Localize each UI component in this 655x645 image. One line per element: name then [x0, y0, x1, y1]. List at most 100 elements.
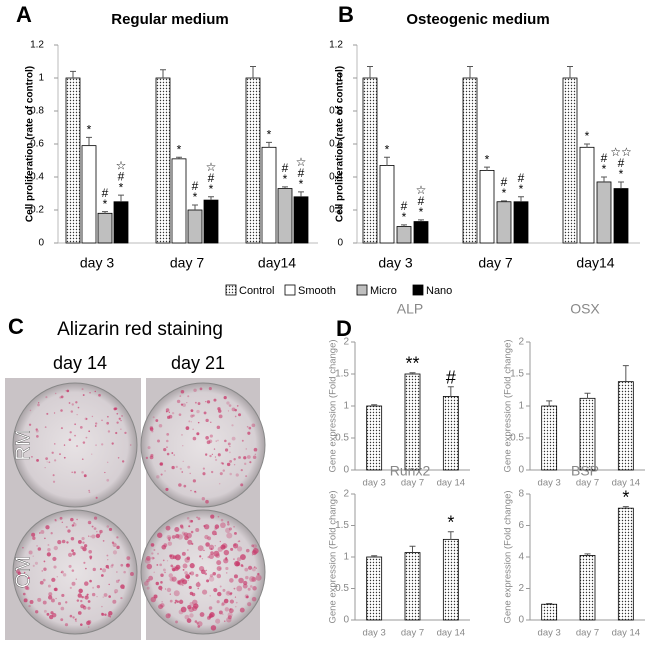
- stain-spot: [225, 566, 229, 571]
- stain-spot: [196, 621, 199, 625]
- stain-spot: [243, 580, 248, 586]
- x-tick-label: day 3: [80, 255, 114, 271]
- stain-spot: [236, 585, 243, 592]
- stain-spot: [228, 527, 232, 531]
- stain-spot: [91, 525, 94, 528]
- legend-label: Control: [239, 285, 274, 297]
- stain-spot: [234, 415, 237, 418]
- stain-spot: [216, 573, 222, 579]
- stain-spot: [238, 413, 242, 417]
- stain-spot: [195, 527, 200, 532]
- stain-spot: [31, 532, 36, 537]
- stain-spot: [74, 618, 77, 621]
- stain-spot: [156, 475, 160, 479]
- stain-spot: [32, 536, 36, 540]
- stain-spot: [226, 462, 231, 467]
- stain-spot: [252, 548, 259, 554]
- x-tick-label: day 7: [401, 628, 424, 639]
- column-label: day 14: [53, 353, 107, 373]
- stain-spot: [82, 441, 86, 444]
- stain-spot: [187, 579, 189, 581]
- stain-spot: [186, 402, 188, 404]
- stain-spot: [106, 525, 110, 528]
- stain-spot: [205, 435, 209, 440]
- stain-spot: [157, 552, 159, 555]
- stain-spot: [229, 592, 232, 596]
- x-tick-label: day 3: [363, 478, 386, 489]
- stain-spot: [229, 445, 231, 448]
- stain-spot: [167, 415, 171, 419]
- stain-spot: [164, 470, 166, 472]
- stain-spot: [215, 618, 221, 624]
- stain-spot: [219, 472, 223, 476]
- stain-spot: [79, 425, 83, 429]
- error-bar: [208, 196, 214, 201]
- stain-spot: [206, 400, 211, 404]
- significance-mark: #: [192, 179, 199, 193]
- significance-mark: ☆: [296, 155, 307, 169]
- stain-spot: [234, 408, 237, 412]
- bar: [97, 212, 113, 244]
- stain-spot: [115, 431, 118, 435]
- error-bar: [518, 196, 524, 202]
- stain-spot: [120, 596, 123, 600]
- stain-spot: [94, 425, 97, 427]
- stain-spot: [225, 558, 228, 561]
- bar: [413, 221, 429, 244]
- significance-mark: ☆: [416, 183, 427, 197]
- stain-spot: [99, 533, 101, 535]
- stain-spot: [47, 544, 50, 546]
- stain-spot: [247, 431, 251, 435]
- stain-spot: [150, 543, 155, 547]
- stain-spot: [64, 623, 69, 627]
- stain-spot: [233, 558, 235, 560]
- y-tick-label: 0.4: [30, 172, 44, 183]
- stain-spot: [129, 444, 132, 446]
- y-tick-label: 0: [518, 465, 524, 476]
- stain-spot: [202, 467, 205, 470]
- stain-spot: [93, 516, 98, 520]
- stain-spot: [182, 568, 185, 571]
- bar: [617, 381, 634, 471]
- bar: [513, 201, 529, 244]
- stain-spot: [57, 602, 62, 606]
- significance-mark: #: [118, 169, 125, 183]
- stain-spot: [153, 571, 155, 573]
- stain-spot: [24, 585, 29, 590]
- stain-spot: [208, 544, 215, 551]
- error-bar: [118, 194, 124, 202]
- stain-spot: [71, 569, 75, 572]
- stain-spot: [165, 525, 171, 531]
- error-bar: [371, 404, 378, 406]
- stain-spot: [172, 567, 176, 572]
- stain-spot: [171, 465, 175, 470]
- stain-spot: [155, 419, 159, 422]
- error-bar: [371, 555, 378, 557]
- stain-spot: [101, 605, 103, 608]
- stain-spot: [224, 448, 229, 452]
- stain-spot: [59, 453, 61, 455]
- stain-spot: [210, 625, 217, 631]
- stain-spot: [246, 425, 249, 428]
- stain-spot: [181, 577, 185, 582]
- stain-spot: [189, 613, 194, 618]
- well: [140, 382, 266, 508]
- stain-spot: [227, 442, 231, 446]
- stain-spot: [231, 424, 234, 427]
- stain-spot: [149, 455, 154, 460]
- stain-spot: [150, 596, 157, 603]
- significance-mark: #: [518, 171, 525, 185]
- stain-spot: [182, 563, 188, 569]
- stain-spot: [216, 566, 222, 572]
- y-tick-label: 1: [343, 401, 349, 412]
- stain-spot: [151, 552, 154, 555]
- significance-mark: *: [103, 197, 108, 211]
- stain-spot: [181, 531, 185, 535]
- stain-spot: [182, 579, 188, 585]
- row-label: OM: [12, 556, 34, 588]
- stain-spot: [232, 543, 239, 549]
- stain-spot: [179, 524, 184, 528]
- stain-spot: [66, 541, 69, 544]
- stain-spot: [109, 615, 112, 618]
- stain-spot: [192, 436, 197, 441]
